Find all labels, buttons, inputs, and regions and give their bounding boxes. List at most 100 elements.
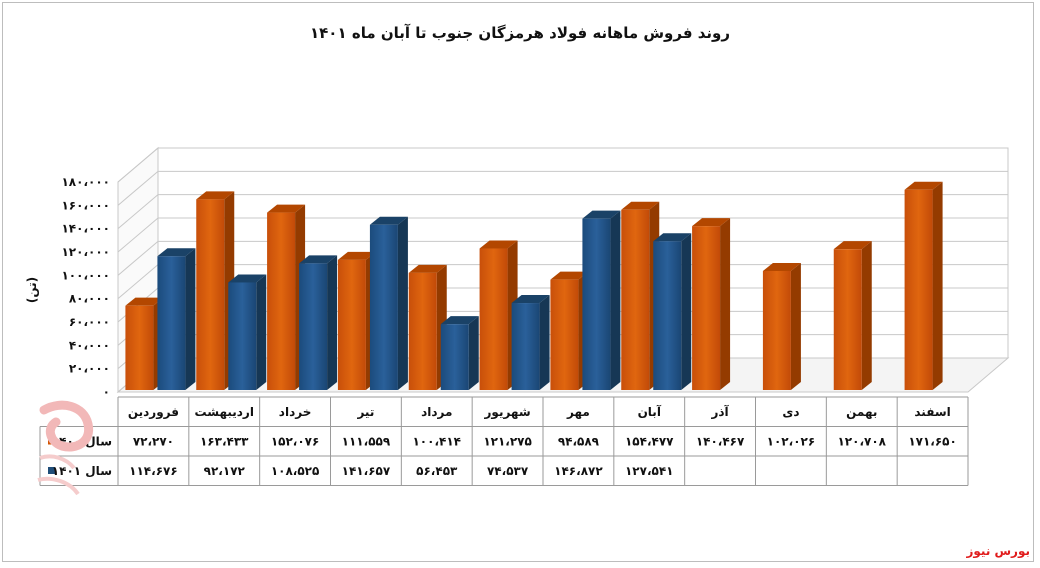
bar — [479, 248, 508, 390]
bar-side — [539, 295, 550, 390]
bar — [653, 241, 682, 390]
bar-top — [904, 181, 943, 190]
bar-side — [932, 181, 943, 390]
bar — [762, 270, 791, 390]
category-label: آذر — [710, 404, 729, 419]
y-tick-label: ۲۰،۰۰۰ — [69, 362, 110, 376]
data-label: ۱۱۱،۵۵۹ — [342, 435, 391, 449]
category-label: مهر — [566, 405, 590, 419]
category-label: دی — [782, 405, 799, 419]
bar-top — [833, 241, 872, 250]
bar — [550, 279, 579, 390]
bar-top — [621, 201, 660, 210]
bar-top — [228, 274, 267, 283]
bar — [904, 189, 933, 390]
gridline-side — [117, 217, 159, 253]
bar-top — [125, 297, 164, 306]
bar — [125, 305, 154, 390]
legend-swatch — [48, 467, 55, 474]
bar — [228, 282, 257, 390]
category-label: فروردین — [128, 405, 179, 420]
bar — [337, 259, 366, 390]
category-label: بهمن — [846, 405, 877, 419]
bar — [511, 303, 540, 390]
bar — [267, 212, 296, 390]
y-tick-label: ۸۰،۰۰۰ — [69, 292, 110, 306]
bar-top — [267, 204, 306, 213]
bar-side — [681, 233, 692, 390]
bar-side — [790, 262, 801, 390]
data-table: فروردین ۷۲،۲۷۰ ۱۱۴،۶۷۶ اردیبهشت ۱۶۳،۴۳۳ ۹۲،۱۷… — [39, 396, 969, 486]
data-label: ۱۰۰،۴۱۴ — [412, 435, 461, 449]
bar — [621, 209, 650, 390]
category-label: اردیبهشت — [195, 405, 254, 419]
data-label: ۹۲،۱۷۲ — [204, 464, 246, 478]
bar-top — [196, 191, 235, 200]
gridline-side — [117, 170, 159, 206]
brand-watermark-logo — [37, 400, 94, 496]
data-label: ۱۶۳،۴۳۳ — [200, 435, 249, 449]
category-label: خرداد — [279, 405, 312, 419]
data-label: ۹۴،۵۸۹ — [558, 435, 600, 449]
gridline-side — [117, 194, 159, 230]
y-tick-label: ۱۲۰،۰۰۰ — [61, 245, 110, 259]
y-tick-label: ۱۴۰،۰۰۰ — [61, 222, 110, 236]
chart-frame — [2, 2, 1034, 562]
bar-top — [369, 216, 408, 225]
data-label: ۱۰۲،۰۲۶ — [767, 435, 816, 449]
data-label: ۷۴،۵۳۷ — [487, 464, 529, 478]
data-label: ۱۲۰،۷۰۸ — [837, 435, 886, 449]
chart-title: روند فروش ماهانه فولاد هرمزگان جنوب تا آ… — [310, 24, 730, 42]
y-tick-label: ۱۸۰،۰۰۰ — [61, 175, 110, 189]
bar-side — [720, 218, 731, 390]
bar-top — [692, 218, 731, 227]
bar — [582, 218, 611, 390]
y-tick-label: ۴۰،۰۰۰ — [69, 338, 110, 352]
bar-side — [185, 248, 196, 390]
bar-top — [157, 248, 196, 257]
bar-top — [440, 316, 479, 325]
bar-top — [511, 295, 550, 304]
y-tick-label: ۱۶۰،۰۰۰ — [61, 198, 110, 212]
data-label: ۱۰۸،۵۲۵ — [271, 464, 320, 478]
y-axis-label: (تن) — [25, 277, 39, 303]
brand-label: بورس نیوز — [966, 544, 1030, 558]
gridline-side — [117, 147, 159, 183]
data-label: ۱۵۴،۴۷۷ — [625, 435, 674, 449]
bar-top — [337, 251, 376, 260]
bar-top — [762, 262, 801, 271]
data-label: ۱۷۱،۶۵۰ — [908, 435, 957, 449]
bar-top — [582, 210, 621, 219]
data-label: ۱۲۱،۲۷۵ — [483, 435, 532, 449]
bar — [299, 263, 328, 390]
y-tick-label: ۱۰۰،۰۰۰ — [61, 268, 110, 282]
data-label: ۱۴۰،۴۶۷ — [696, 435, 745, 449]
bar-side — [397, 216, 408, 390]
category-label: شهریور — [484, 405, 531, 420]
bar — [833, 249, 862, 390]
bar — [196, 199, 225, 390]
legend-label: سال ۱۴۰۱ — [52, 464, 112, 478]
data-label: ۷۲،۲۷۰ — [133, 435, 174, 449]
bar-top — [550, 271, 589, 280]
bar — [692, 226, 721, 390]
data-label: ۱۵۲،۰۷۶ — [271, 435, 320, 449]
data-label: ۱۲۷،۵۴۱ — [625, 464, 674, 478]
data-label: ۱۴۶،۸۷۲ — [554, 464, 603, 478]
category-label: تیر — [356, 405, 374, 419]
bars — [125, 181, 943, 390]
bar — [408, 272, 437, 390]
bar-top — [653, 233, 692, 242]
category-label: اسفند — [914, 405, 950, 419]
bar — [440, 324, 469, 390]
bar-side — [256, 274, 267, 390]
bar-top — [479, 240, 518, 249]
bar — [157, 256, 186, 390]
data-label: ۵۶،۴۵۳ — [416, 464, 458, 478]
gridline-side — [117, 264, 159, 300]
bar-side — [861, 241, 872, 390]
bar-side — [468, 316, 479, 390]
category-label: مرداد — [421, 405, 452, 419]
bar-top — [408, 264, 447, 273]
